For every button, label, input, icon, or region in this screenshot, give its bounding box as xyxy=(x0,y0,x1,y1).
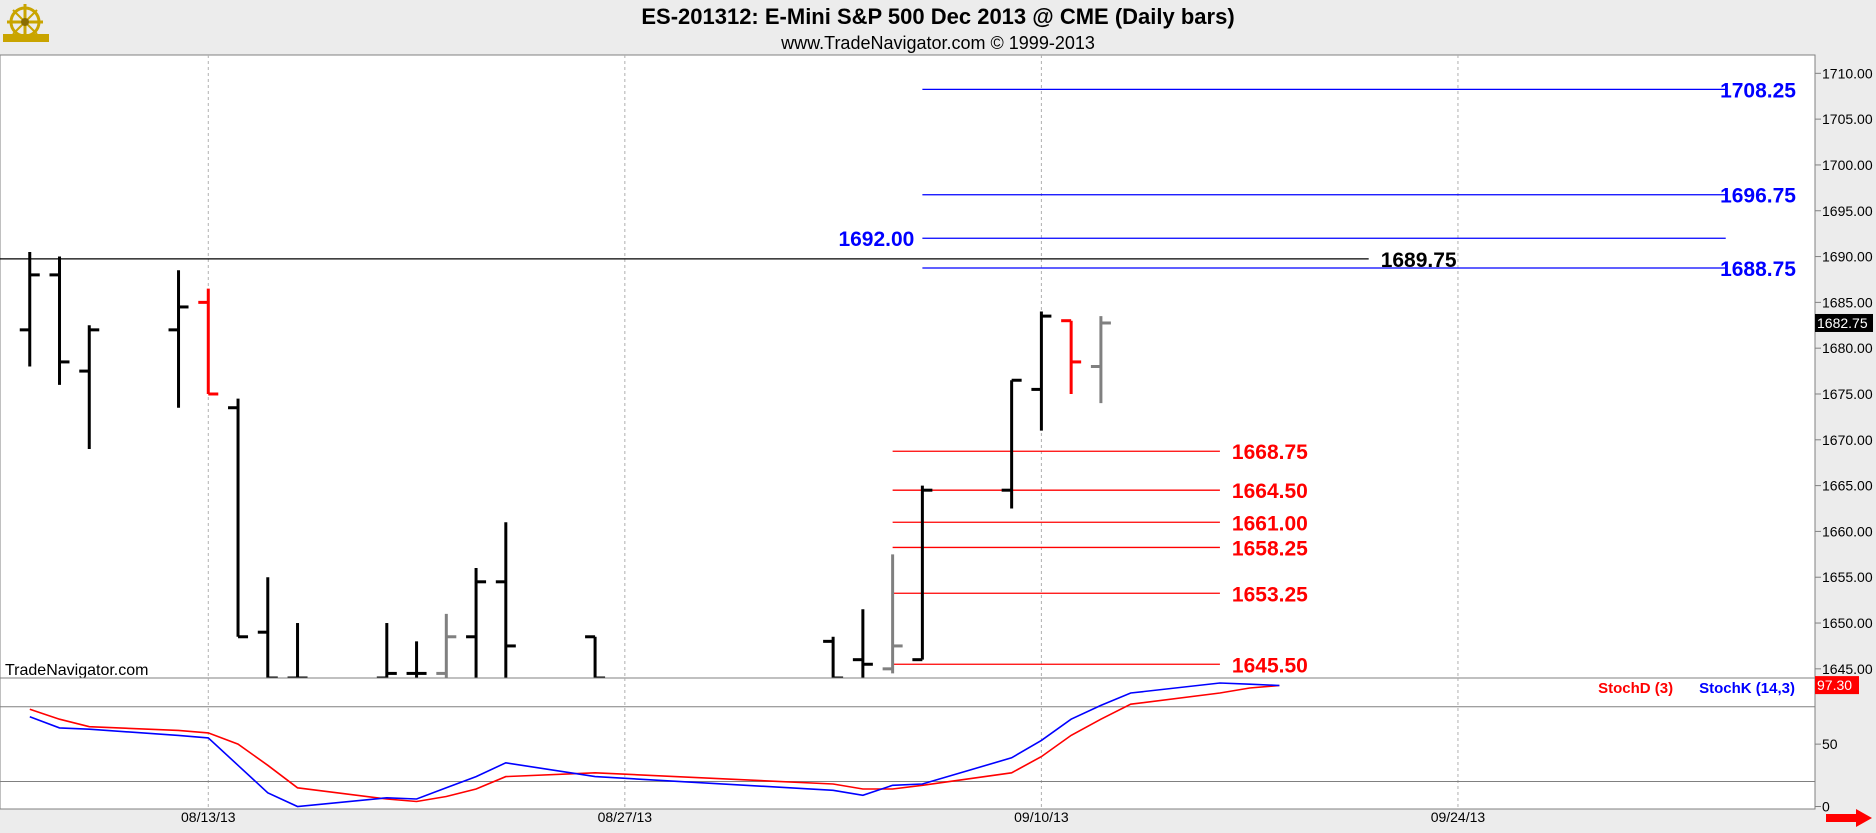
ohlc-bar xyxy=(1001,378,1022,509)
price-levels xyxy=(0,88,1726,665)
last-price-label: 1682.75 xyxy=(1817,315,1868,331)
ohlc-bar xyxy=(198,288,219,396)
price-grid xyxy=(207,55,1459,678)
price-tick-label: 1660.00 xyxy=(1822,523,1873,539)
price-panel-background xyxy=(0,54,1816,679)
legend-entry: StochD (3) xyxy=(1598,680,1673,697)
price-tick-label: 1675.00 xyxy=(1822,386,1873,402)
level-label: 1664.50 xyxy=(1232,480,1308,503)
stoch-tick-label: 50 xyxy=(1822,736,1838,752)
ship-wheel-logo-icon xyxy=(3,4,49,42)
price-axis: 1710.00 1705.00 1700.00 1695.00 1690.00 1685.… xyxy=(1815,65,1873,677)
level-label: 1688.75 xyxy=(1720,258,1796,281)
ohlc-bar xyxy=(168,270,189,408)
price-bars xyxy=(19,251,1111,680)
price-tick-label: 1690.00 xyxy=(1822,249,1873,265)
price-tick-label: 1685.00 xyxy=(1822,294,1873,310)
ohlc-bar xyxy=(466,568,487,678)
ohlc-bar xyxy=(882,554,903,674)
date-tick-label: 08/27/13 xyxy=(598,809,653,825)
date-tick-label: 08/13/13 xyxy=(181,809,236,825)
last-price-marker xyxy=(1815,313,1873,332)
stoch-legend: StochK (14,3) StochD (3) xyxy=(1598,680,1795,697)
price-tick-label: 1710.00 xyxy=(1822,65,1873,81)
price-tick-label: 1695.00 xyxy=(1822,203,1873,219)
stoch-last-value-marker xyxy=(1815,676,1859,695)
ohlc-bar xyxy=(1031,311,1052,431)
ohlc-bar xyxy=(1061,319,1082,394)
ohlc-bar xyxy=(852,609,873,678)
level-label: 1645.50 xyxy=(1232,654,1308,677)
level-label: 1661.00 xyxy=(1232,512,1308,535)
price-tick-label: 1665.00 xyxy=(1822,478,1873,494)
chart-title: ES-201312: E-Mini S&P 500 Dec 2013 @ CME… xyxy=(641,4,1234,29)
stoch-axis: 50 0 97.30 xyxy=(1815,676,1859,815)
ohlc-bar xyxy=(79,325,100,449)
stoch-grid xyxy=(0,678,1815,809)
ohlc-bar xyxy=(406,641,427,678)
price-tick-label: 1670.00 xyxy=(1822,432,1873,448)
ohlc-bar xyxy=(49,256,70,385)
date-tick-label: 09/10/13 xyxy=(1014,809,1069,825)
price-tick-label: 1680.00 xyxy=(1822,340,1873,356)
scroll-right-arrow-icon[interactable] xyxy=(1826,809,1872,827)
date-axis: 08/13/13 08/27/13 09/10/13 09/24/13 xyxy=(181,809,1485,825)
level-label: 1692.00 xyxy=(838,228,914,251)
price-level-labels: 1708.25 1696.75 1692.00 1688.75 1689.75 1668.… xyxy=(838,79,1796,677)
level-label: 1696.75 xyxy=(1720,185,1796,208)
level-label: 1668.75 xyxy=(1232,441,1308,464)
stoch-tick-label: 0 xyxy=(1822,799,1830,815)
price-tick-label: 1700.00 xyxy=(1822,157,1873,173)
stoch-panel-background xyxy=(0,677,1816,810)
date-tick-label: 09/24/13 xyxy=(1431,809,1486,825)
level-label: 1658.25 xyxy=(1232,537,1308,560)
stoch-series-line xyxy=(29,682,1280,808)
price-tick-label: 1645.00 xyxy=(1822,661,1873,677)
level-label: 1708.25 xyxy=(1720,79,1796,102)
stoch-last-value-label: 97.30 xyxy=(1817,677,1852,693)
ohlc-bar xyxy=(912,485,933,662)
price-tick-label: 1705.00 xyxy=(1822,111,1873,127)
price-tick-label: 1655.00 xyxy=(1822,569,1873,585)
level-label: 1689.75 xyxy=(1381,249,1457,272)
ohlc-bar xyxy=(495,522,516,678)
price-panel: 1708.25 1696.75 1692.00 1688.75 1689.75 1668.… xyxy=(0,54,1816,680)
ohlc-bar xyxy=(1090,316,1111,404)
ohlc-bar xyxy=(19,251,40,367)
chart-subtitle: www.TradeNavigator.com © 1999-2013 xyxy=(780,33,1095,53)
stoch-panel: StochK (14,3) StochD (3) xyxy=(0,677,1816,810)
price-tick-label: 1650.00 xyxy=(1822,615,1873,631)
ohlc-bar xyxy=(228,398,249,639)
stoch-lines xyxy=(29,682,1280,808)
watermark-text: TradeNavigator.com xyxy=(5,662,148,679)
stoch-series-line xyxy=(29,684,1280,803)
ohlc-bar xyxy=(436,613,457,678)
legend-entry: StochK (14,3) xyxy=(1699,680,1795,697)
level-label: 1653.25 xyxy=(1232,583,1308,606)
